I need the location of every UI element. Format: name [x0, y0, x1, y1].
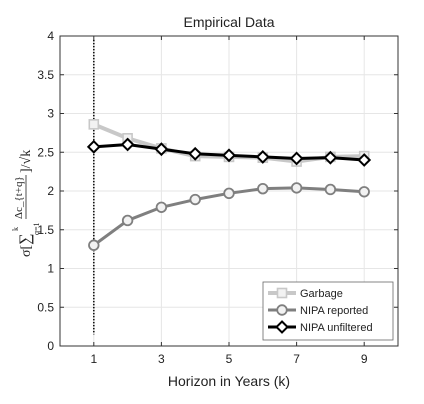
legend-marker-nipa-unfiltered	[275, 320, 289, 334]
x-tick-label: 9	[361, 352, 368, 366]
y-label-lower-limit: q=1	[32, 222, 41, 235]
data-point-nipa-unfiltered	[188, 146, 203, 161]
data-point-nipa-unfiltered	[323, 150, 338, 165]
y-tick-label: 0	[47, 339, 54, 353]
x-axis-label: Horizon in Years (k)	[168, 373, 290, 389]
data-point-nipa-unfiltered	[120, 137, 135, 152]
legend-marker-garbage	[276, 287, 288, 299]
y-tick-label: 3.5	[37, 68, 54, 82]
data-point-nipa-unfiltered	[255, 149, 270, 164]
axes	[59, 35, 399, 347]
y-axis-label: σ[∑ k q=1 Δc_{t+q} ]/√k	[11, 150, 41, 257]
x-tick-label: 1	[90, 352, 97, 366]
data-point-nipa-unfiltered	[86, 139, 101, 154]
data-point-nipa-reported	[358, 186, 370, 198]
tick-labels: 0 0.5 1 1.5 2 2.5 3 3.5 4 1 3 5 7 9	[37, 29, 368, 366]
y-tick-label: 3	[47, 107, 54, 121]
y-label-close: ]/√k	[19, 150, 34, 173]
legend-label-nipa-reported: NIPA reported	[300, 305, 368, 317]
legend-label-garbage: Garbage	[300, 288, 343, 300]
data-point-nipa-reported	[189, 193, 201, 206]
legend-marker-nipa-reported	[276, 304, 288, 316]
y-label-upper-limit: k	[11, 227, 20, 231]
data-point-nipa-unfiltered	[289, 151, 304, 166]
data-point-nipa-reported	[155, 201, 168, 213]
y-label-sigma: σ	[19, 249, 34, 257]
series-group	[86, 119, 372, 251]
y-label-sum: ∑	[17, 233, 34, 244]
data-point-nipa-reported	[257, 182, 269, 195]
data-point-nipa-unfiltered	[357, 153, 372, 167]
y-tick-label: 0.5	[37, 300, 54, 314]
y-tick-label: 1.5	[37, 223, 54, 237]
legend-label-nipa-unfiltered: NIPA unfiltered	[300, 322, 373, 334]
y-label-numerator: Δc_{t+q}	[13, 176, 25, 219]
y-tick-label: 4	[47, 29, 54, 43]
y-label-open: [	[19, 244, 34, 249]
legend-items: Garbage NIPA reported NIPA unfiltered	[268, 287, 373, 334]
data-point-nipa-reported	[223, 187, 235, 200]
data-point-nipa-reported	[121, 214, 134, 227]
x-tick-label: 3	[158, 352, 165, 366]
legend: Garbage NIPA reported NIPA unfiltered	[262, 281, 394, 341]
x-tick-label: 5	[226, 352, 233, 366]
y-tick-label: 1	[47, 262, 54, 276]
y-tick-label: 2	[47, 184, 54, 198]
data-point-nipa-unfiltered	[222, 148, 236, 163]
data-point-nipa-reported	[324, 183, 337, 196]
data-point-nipa-reported	[88, 239, 100, 251]
y-tick-label: 2.5	[37, 145, 54, 159]
data-point-garbage	[88, 119, 100, 130]
chart-title: Empirical Data	[183, 14, 274, 30]
data-point-nipa-unfiltered	[154, 142, 169, 157]
data-point-nipa-reported	[290, 182, 303, 194]
svg-text:σ[∑: σ[∑	[17, 233, 34, 257]
x-tick-label: 7	[293, 352, 300, 366]
